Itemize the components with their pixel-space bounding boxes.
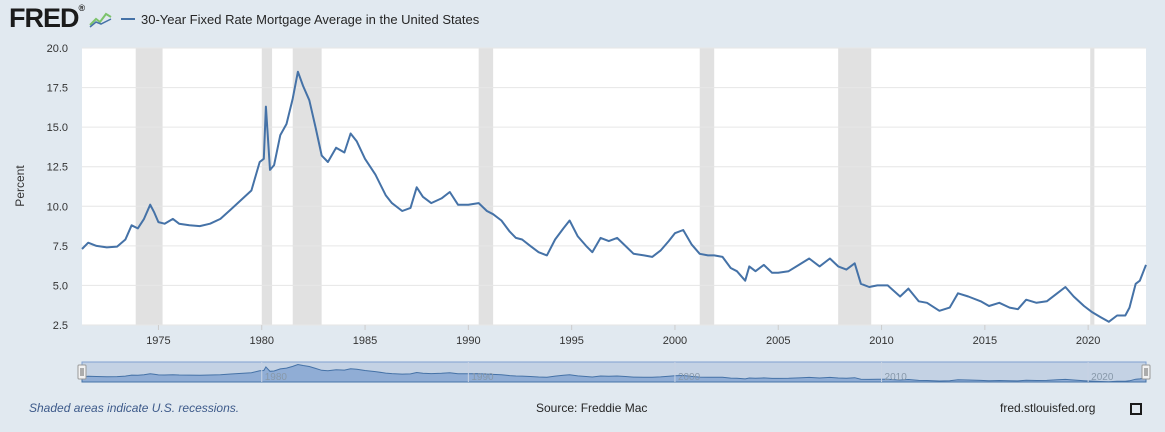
- x-tick-label: 2010: [869, 335, 893, 347]
- recession-note: Shaded areas indicate U.S. recessions.: [29, 401, 240, 415]
- navigator-tick-label: 2000: [678, 372, 701, 383]
- x-tick-label: 1975: [146, 335, 170, 347]
- navigator-left-handle[interactable]: [77, 364, 87, 380]
- recession-band: [292, 48, 322, 325]
- source-label: Source: Freddie Mac: [536, 401, 648, 415]
- legend-swatch: [121, 18, 135, 20]
- y-tick-label: 15.0: [47, 122, 68, 134]
- recession-band: [478, 48, 494, 325]
- recession-bands: [135, 48, 1095, 325]
- navigator-tick-label: 2020: [1091, 372, 1114, 383]
- x-tick-label: 1985: [353, 335, 377, 347]
- x-tick-label: 1980: [250, 335, 274, 347]
- fullscreen-icon[interactable]: [1130, 403, 1142, 415]
- y-axis-tick-labels: 2.5 5.0 7.5 10.0 12.5 15.0 17.5 20.0: [47, 43, 68, 332]
- y-tick-label: 7.5: [53, 241, 68, 253]
- recession-band: [261, 48, 273, 325]
- recession-band: [699, 48, 715, 325]
- legend-label: 30-Year Fixed Rate Mortgage Average in t…: [141, 11, 480, 27]
- site-link[interactable]: fred.stlouisfed.org: [1000, 401, 1096, 415]
- x-tick-label: 1995: [559, 335, 583, 347]
- y-tick-label: 20.0: [47, 43, 68, 55]
- chart: 2.55.07.510.012.515.017.520.0 1975 1980 19…: [13, 43, 1151, 383]
- logo-text: FRED: [9, 3, 79, 33]
- navigator-tick-label: 1990: [471, 372, 494, 383]
- y-tick-label: 2.5: [53, 320, 68, 332]
- x-tick-label: 2005: [766, 335, 790, 347]
- x-tick-label: 2015: [973, 335, 997, 347]
- series-line: [81, 70, 1147, 323]
- logo-trademark: ®: [78, 3, 86, 13]
- y-axis-label: Percent: [13, 165, 27, 207]
- navigator-tick-labels: 1980 1990 2000 2010 2020: [261, 362, 1114, 383]
- navigator-tick-label: 1980: [265, 372, 288, 383]
- x-axis-tick-labels: 1975 1980 1985 1990 1995 2000 2005 2010 2015 2020: [146, 335, 1100, 347]
- fred-logo[interactable]: FRED®: [9, 3, 86, 34]
- line-chart-icon: [89, 12, 112, 28]
- x-tick-label: 2000: [663, 335, 687, 347]
- y-tick-label: 10.0: [47, 201, 68, 213]
- recession-band: [838, 48, 872, 325]
- navigator[interactable]: 1980 1990 2000 2010 2020: [77, 361, 1151, 383]
- navigator-right-handle[interactable]: [1141, 364, 1151, 380]
- plot-area: [82, 48, 1146, 325]
- navigator-tick-label: 2010: [885, 372, 908, 383]
- recession-band: [135, 48, 163, 325]
- x-tick-label: 1990: [456, 335, 480, 347]
- y-tick-label: 17.5: [47, 83, 68, 95]
- x-tick-label: 2020: [1076, 335, 1100, 347]
- recession-band: [1090, 48, 1095, 325]
- y-tick-label: 12.5: [47, 162, 68, 174]
- header: FRED® 30-Year Fixed Rate Mortgage Averag…: [0, 0, 1165, 40]
- legend[interactable]: 30-Year Fixed Rate Mortgage Average in t…: [121, 11, 479, 27]
- y-tick-label: 5.0: [53, 280, 68, 292]
- navigator-area: [81, 363, 1147, 383]
